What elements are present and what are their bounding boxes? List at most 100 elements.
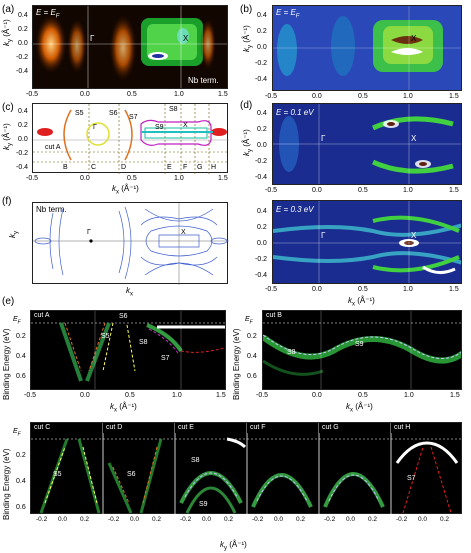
d-ytick: 0.4 — [257, 110, 267, 117]
a-ytick: 0.4 — [18, 12, 28, 19]
panel-a-label: (a) — [2, 4, 15, 15]
bottom-xtick: 0.0 — [274, 516, 284, 523]
panel-f-xlabel: kx — [126, 286, 133, 298]
cut-b-ytick: 0.2 — [247, 333, 257, 340]
d2-ytick: 0.2 — [257, 224, 267, 231]
panel-b-label: (b) — [240, 4, 253, 15]
band-schematic-c: S5 S6 S7 S8 S9 Γ X cut A B C D E F G H — [32, 103, 229, 174]
gamma-point-a: Γ — [90, 34, 95, 43]
cut-a-title: cut A — [34, 312, 50, 319]
cut-a-band: S5 — [101, 333, 110, 340]
cut-b-xtick: 0.0 — [312, 392, 322, 399]
cut-a-band: S6 — [119, 313, 128, 320]
d-xtick: -0.5 — [265, 187, 278, 194]
band-s9-label: S9 — [155, 124, 164, 131]
x-point-c: X — [183, 122, 188, 129]
cut-h-band: S7 — [407, 475, 416, 482]
cut-h-label: H — [211, 164, 217, 171]
cut-d-band: S6 — [127, 471, 136, 478]
bottom-xtick: 0.2 — [224, 516, 234, 523]
d2-ytick: 0.0 — [257, 240, 267, 247]
a-ytick: 0.0 — [18, 40, 28, 47]
bottom-xtick: -0.2 — [180, 516, 192, 523]
cut-a-ytick: 0.2 — [16, 333, 26, 340]
c-ytick: 0.0 — [18, 136, 28, 143]
gamma-point-c: Γ — [93, 124, 97, 131]
d-ytick: 0.2 — [257, 126, 267, 133]
cut-b-xtick: 0.5 — [358, 392, 368, 399]
energy-label-d: E = 0.1 eV — [276, 108, 314, 117]
cut-a-ytick: 0.6 — [16, 373, 26, 380]
cut-b-band: S9 — [355, 341, 364, 348]
bottom-ef: EF — [13, 428, 21, 438]
bottom-ytick: 0.4 — [16, 478, 26, 485]
a-ytick: 0.2 — [18, 26, 28, 33]
c-ytick: 0.4 — [18, 108, 28, 115]
arpes-cuts-c-to-h: cut C S5 cut D S6 cut E S8 S9 cut F cut … — [30, 422, 463, 515]
c-xtick: 0.0 — [80, 175, 90, 182]
x-point-a: X — [183, 34, 189, 43]
cut-b-xlabel: kx (Å⁻¹) — [346, 402, 373, 414]
panel-d2-xlabel: kx (Å⁻¹) — [348, 296, 375, 308]
cut-b-xtick: 1.5 — [450, 392, 460, 399]
d-ytick: -0.2 — [255, 158, 268, 165]
calculated-fermi-surface-f: Nb term. Γ X — [32, 202, 229, 285]
fermi-surface-map-a: E = EF Γ X Nb term. — [32, 5, 228, 89]
d2-xtick: 1.0 — [403, 286, 413, 293]
cut-b-xtick: -0.5 — [256, 392, 269, 399]
b-xtick: 0.5 — [358, 93, 368, 100]
b-xtick: -0.5 — [265, 93, 278, 100]
b-xtick: 1.0 — [403, 93, 413, 100]
cut-a-band: S8 — [139, 339, 148, 346]
d2-ytick: 0.4 — [257, 208, 267, 215]
bottom-xtick: 0.2 — [440, 516, 450, 523]
a-xtick: 0.0 — [80, 91, 90, 98]
cut-b-xtick: 1.0 — [404, 392, 414, 399]
energy-label-d2: E = 0.3 eV — [276, 205, 314, 214]
cut-a-ylabel: Binding Energy (eV) — [2, 328, 11, 400]
cut-a-ef: EF — [13, 316, 21, 326]
bottom-xtick: 0.2 — [152, 516, 162, 523]
bottom-xtick: -0.2 — [252, 516, 264, 523]
bottom-xtick: -0.2 — [324, 516, 336, 523]
cut-a-xtick: 1.0 — [172, 392, 182, 399]
band-s6-label: S6 — [109, 110, 118, 117]
arpes-cut-a: cut A S6 S5 S8 S7 — [30, 310, 226, 390]
a-xtick: 0.5 — [127, 91, 137, 98]
d-xtick: 1.0 — [403, 187, 413, 194]
panel-f-ylabel: ky — [8, 231, 20, 238]
cut-a-xtick: 0.5 — [125, 392, 135, 399]
bottom-ytick: 0.6 — [16, 504, 26, 511]
a-xtick: 1.0 — [174, 91, 184, 98]
panel-b-ylabel: ky (Å⁻¹) — [242, 25, 254, 52]
cut-b-title: cut B — [266, 312, 282, 319]
cut-c-title: cut C — [34, 424, 51, 431]
cut-h-title: cut H — [394, 424, 411, 431]
bottom-xtick: 0.0 — [418, 516, 428, 523]
termination-label-f: Nb term. — [36, 205, 67, 214]
cut-c-label: C — [91, 164, 97, 171]
cut-a-label: cut A — [45, 144, 61, 151]
gamma-point-d: Γ — [321, 134, 326, 143]
cut-a-band: S7 — [161, 355, 170, 362]
band-s7-label: S7 — [129, 114, 138, 121]
x-point-b: X — [411, 34, 417, 43]
x-point-d2: X — [411, 231, 417, 240]
cut-a-xtick: -0.5 — [24, 392, 37, 399]
energy-label-b: E = EF — [276, 8, 300, 20]
panel-e-label: (e) — [2, 296, 15, 307]
cut-g-label: G — [197, 164, 203, 171]
cut-d-label: D — [121, 164, 127, 171]
cut-e-band: S9 — [199, 501, 208, 508]
bottom-xtick: 0.0 — [58, 516, 68, 523]
cec-map-d-03ev: E = 0.3 eV Γ X — [272, 200, 462, 284]
c-xtick: 0.5 — [127, 175, 137, 182]
cut-b-ytick: 0.6 — [247, 373, 257, 380]
bottom-xtick: -0.2 — [36, 516, 48, 523]
a-xtick: 1.5 — [218, 91, 228, 98]
panel-d-ylabel: ky (Å⁻¹) — [242, 129, 254, 156]
cut-e-band: S8 — [191, 457, 200, 464]
cut-d-title: cut D — [106, 424, 123, 431]
band-s8-label: S8 — [169, 106, 178, 113]
d-ytick: 0.0 — [257, 142, 267, 149]
